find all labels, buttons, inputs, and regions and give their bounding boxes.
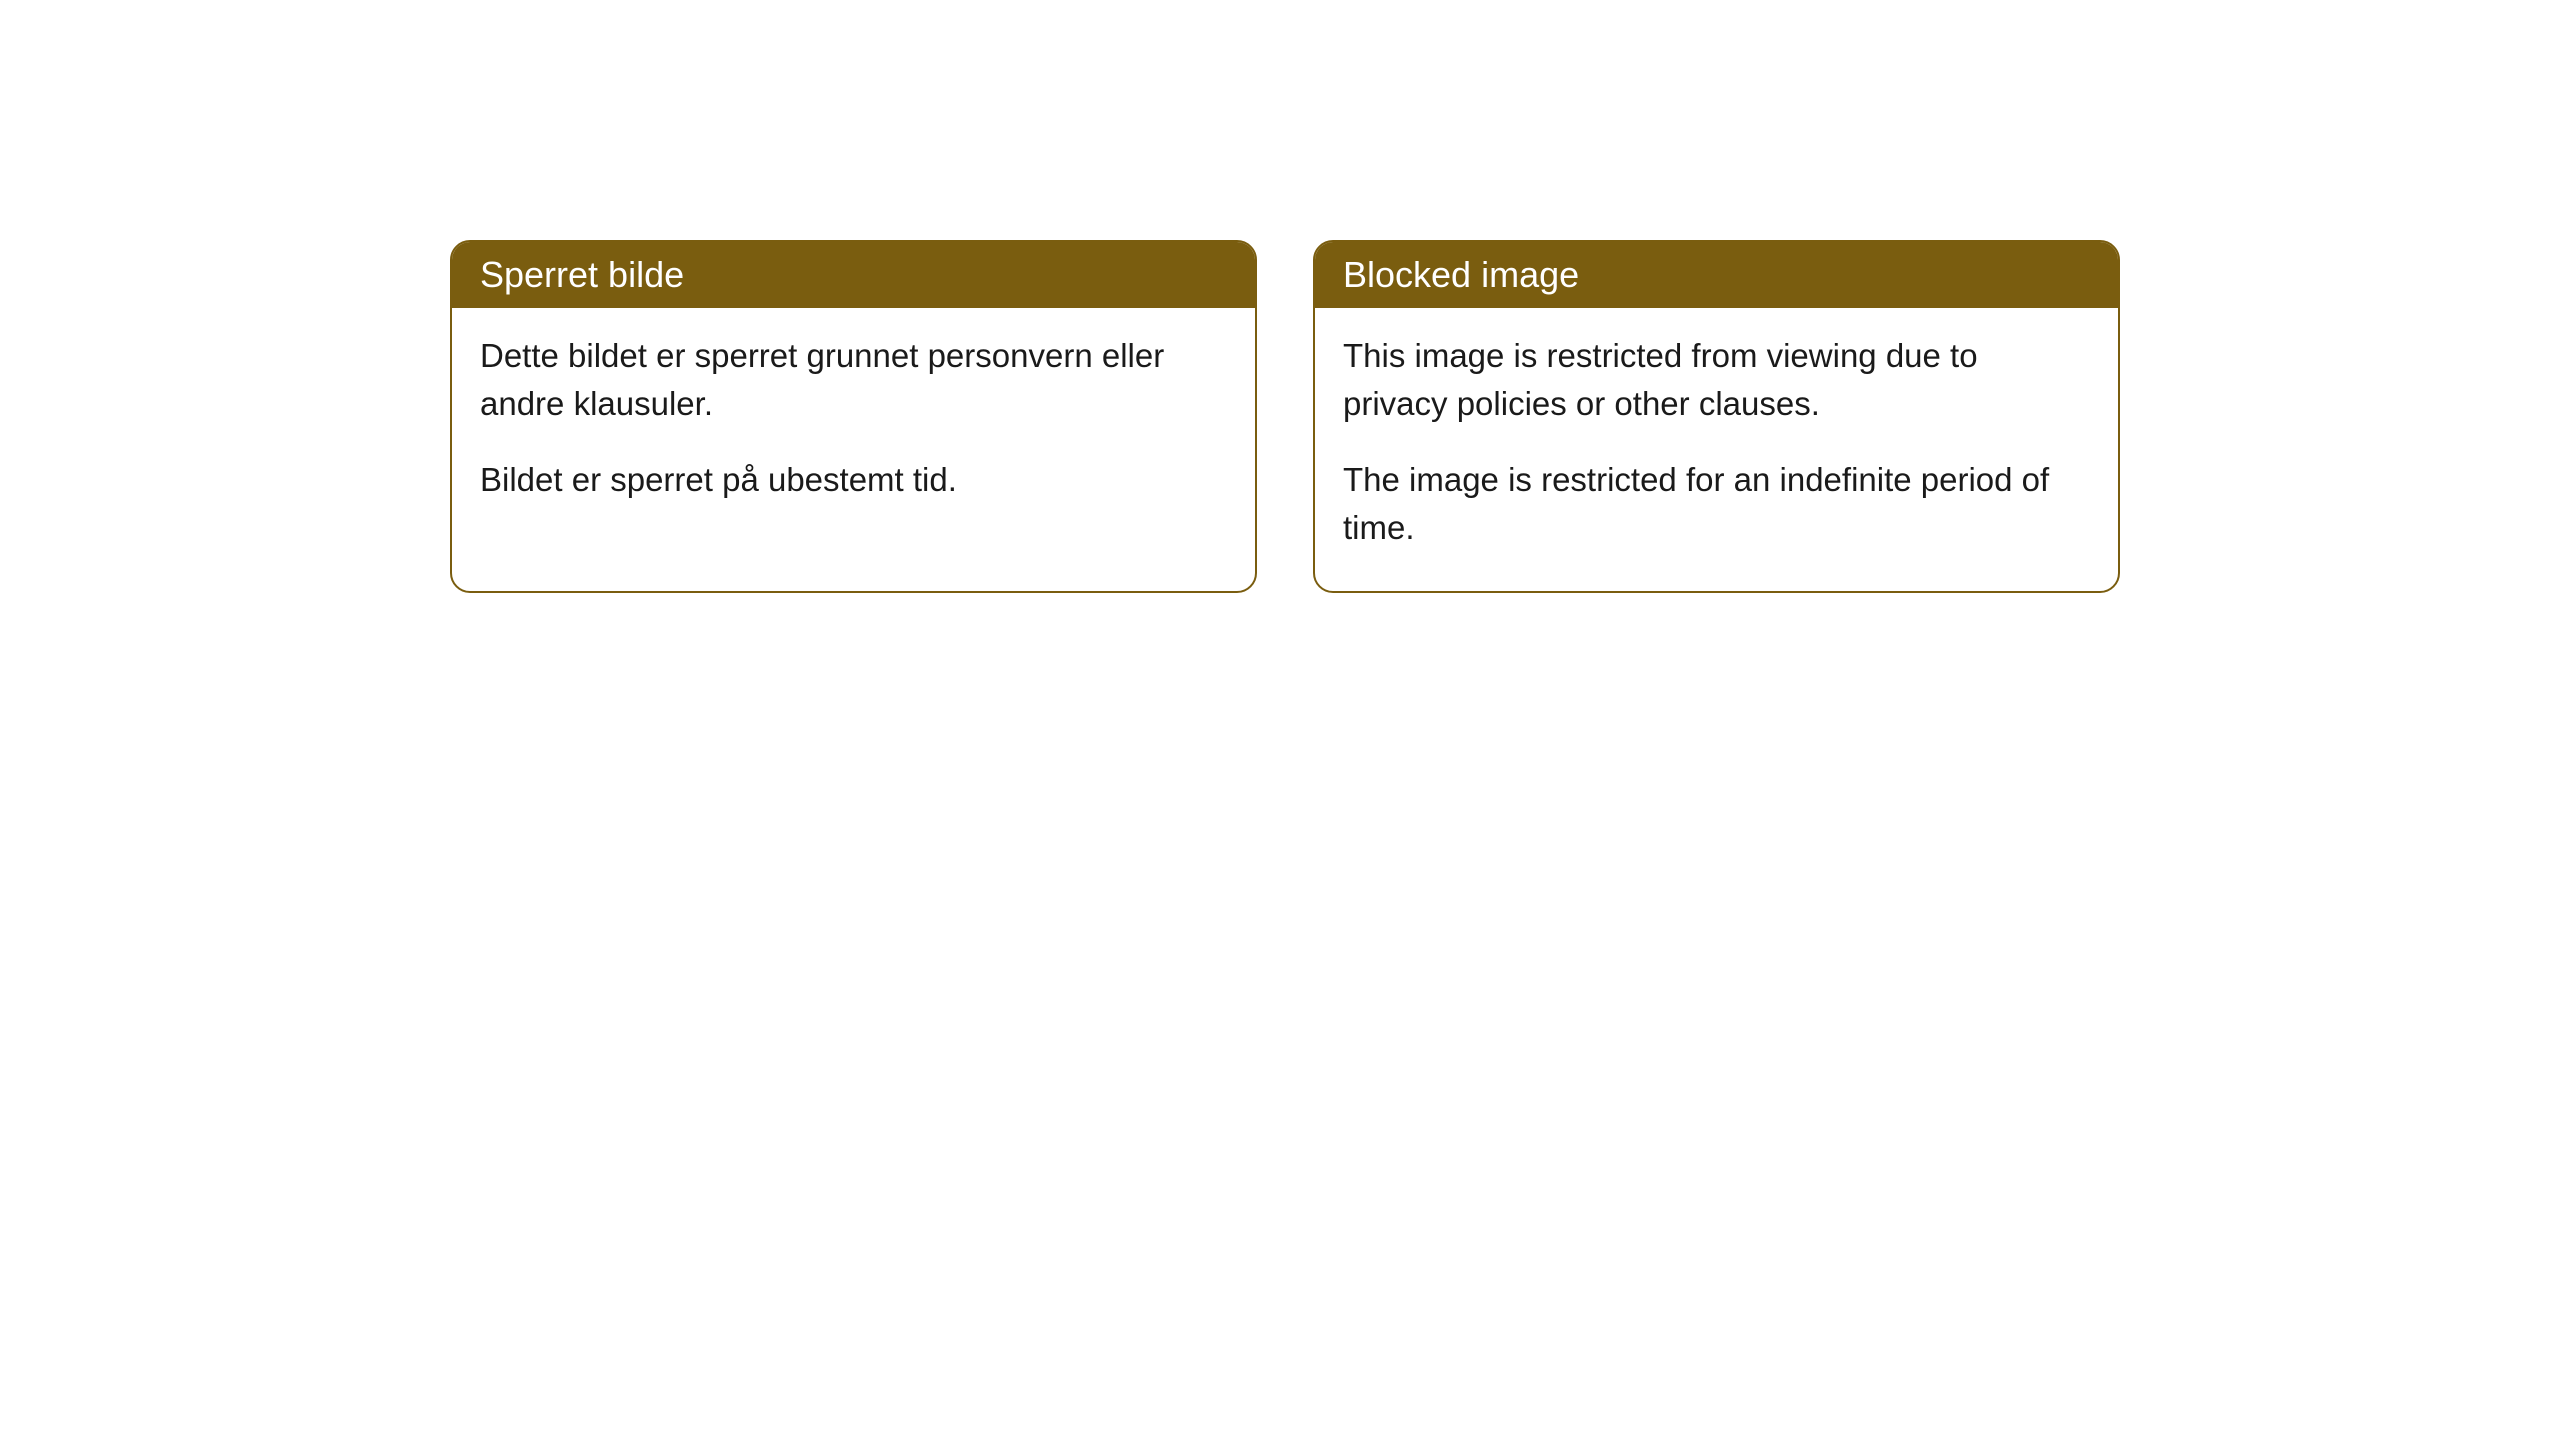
blocked-image-card-norwegian: Sperret bilde Dette bildet er sperret gr…	[450, 240, 1257, 593]
card-paragraph-2: Bildet er sperret på ubestemt tid.	[480, 456, 1227, 504]
card-paragraph-1: This image is restricted from viewing du…	[1343, 332, 2090, 428]
card-body-norwegian: Dette bildet er sperret grunnet personve…	[452, 308, 1255, 544]
card-header-english: Blocked image	[1315, 242, 2118, 308]
card-title: Sperret bilde	[480, 254, 684, 295]
card-paragraph-2: The image is restricted for an indefinit…	[1343, 456, 2090, 552]
card-body-english: This image is restricted from viewing du…	[1315, 308, 2118, 591]
card-header-norwegian: Sperret bilde	[452, 242, 1255, 308]
notice-cards-container: Sperret bilde Dette bildet er sperret gr…	[450, 240, 2120, 593]
card-paragraph-1: Dette bildet er sperret grunnet personve…	[480, 332, 1227, 428]
card-title: Blocked image	[1343, 254, 1579, 295]
blocked-image-card-english: Blocked image This image is restricted f…	[1313, 240, 2120, 593]
